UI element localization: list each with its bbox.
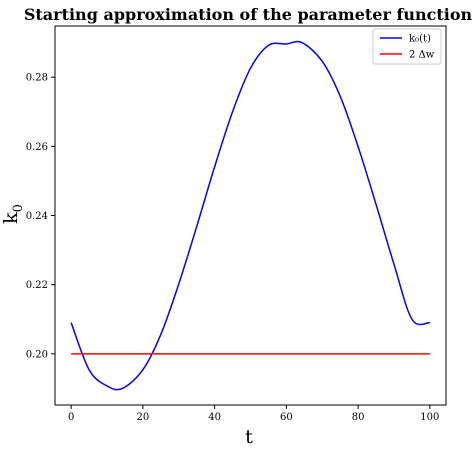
y-tick-label: 0.22 bbox=[26, 280, 48, 291]
x-tick-label: 80 bbox=[352, 412, 365, 423]
y-tick-label: 0.24 bbox=[26, 211, 48, 222]
x-tick-label: 100 bbox=[420, 412, 439, 423]
series-line-0 bbox=[70, 40, 431, 391]
y-axis-label: k0 bbox=[0, 204, 26, 224]
legend: k₀(t) 2 Δw bbox=[372, 28, 442, 65]
y-axis: 0.20 0.22 0.24 0.26 0.28 bbox=[26, 73, 55, 360]
x-tick-label: 60 bbox=[280, 412, 293, 423]
chart-title: Starting approximation of the parameter … bbox=[24, 5, 473, 24]
y-tick-label: 0.28 bbox=[26, 73, 48, 84]
x-tick-label: 40 bbox=[208, 412, 221, 423]
y-axis-label-main: k bbox=[0, 212, 22, 224]
svg-text:k0: k0 bbox=[0, 204, 26, 224]
y-tick-label: 0.20 bbox=[26, 349, 48, 360]
series-layer bbox=[70, 40, 431, 391]
x-axis-label: t bbox=[245, 426, 253, 448]
legend-label: 2 Δw bbox=[409, 50, 435, 61]
legend-label: k₀(t) bbox=[409, 34, 431, 45]
plot-area bbox=[54, 25, 447, 406]
x-tick-label: 0 bbox=[68, 412, 74, 423]
y-axis-label-subscript: 0 bbox=[11, 204, 26, 212]
x-tick-label: 20 bbox=[137, 412, 150, 423]
y-tick-label: 0.26 bbox=[26, 142, 48, 153]
x-axis: 0 20 40 60 80 100 bbox=[68, 405, 439, 423]
